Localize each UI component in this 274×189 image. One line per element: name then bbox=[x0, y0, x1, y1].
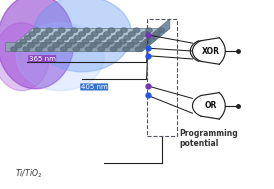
Circle shape bbox=[78, 43, 84, 48]
Text: Ti/TiO$_2$: Ti/TiO$_2$ bbox=[15, 168, 42, 180]
Ellipse shape bbox=[16, 23, 104, 91]
Circle shape bbox=[28, 43, 34, 48]
Circle shape bbox=[62, 36, 68, 40]
Circle shape bbox=[85, 47, 92, 51]
Circle shape bbox=[57, 39, 64, 44]
Circle shape bbox=[40, 43, 47, 48]
Circle shape bbox=[49, 36, 56, 40]
Circle shape bbox=[121, 28, 127, 33]
Circle shape bbox=[141, 32, 148, 36]
Circle shape bbox=[48, 47, 55, 51]
Circle shape bbox=[129, 32, 135, 36]
Circle shape bbox=[144, 39, 151, 44]
Text: OR: OR bbox=[205, 101, 217, 110]
Circle shape bbox=[140, 43, 146, 48]
Circle shape bbox=[66, 32, 73, 36]
Circle shape bbox=[158, 28, 165, 33]
Circle shape bbox=[107, 39, 114, 44]
Circle shape bbox=[132, 39, 138, 44]
Circle shape bbox=[133, 28, 140, 33]
Circle shape bbox=[15, 43, 22, 48]
Circle shape bbox=[123, 47, 129, 51]
Circle shape bbox=[96, 28, 102, 33]
Circle shape bbox=[153, 32, 160, 36]
Circle shape bbox=[46, 28, 53, 33]
Circle shape bbox=[36, 47, 42, 51]
Circle shape bbox=[110, 47, 117, 51]
Circle shape bbox=[74, 36, 81, 40]
Circle shape bbox=[149, 36, 156, 40]
Circle shape bbox=[90, 43, 96, 48]
Text: 405 nm: 405 nm bbox=[81, 84, 108, 90]
Circle shape bbox=[83, 28, 90, 33]
Circle shape bbox=[91, 32, 98, 36]
Text: 365 nm: 365 nm bbox=[29, 56, 56, 62]
Circle shape bbox=[54, 32, 61, 36]
Circle shape bbox=[115, 43, 121, 48]
Polygon shape bbox=[142, 19, 170, 51]
Circle shape bbox=[108, 28, 115, 33]
Circle shape bbox=[145, 28, 152, 33]
Polygon shape bbox=[5, 28, 170, 51]
Circle shape bbox=[71, 28, 78, 33]
Circle shape bbox=[99, 36, 106, 40]
Ellipse shape bbox=[0, 23, 49, 91]
Circle shape bbox=[53, 43, 59, 48]
Circle shape bbox=[11, 47, 17, 51]
Circle shape bbox=[127, 43, 134, 48]
Circle shape bbox=[33, 28, 40, 33]
Circle shape bbox=[41, 32, 48, 36]
Circle shape bbox=[79, 32, 85, 36]
Polygon shape bbox=[5, 42, 142, 51]
Circle shape bbox=[61, 47, 67, 51]
Circle shape bbox=[45, 39, 51, 44]
Circle shape bbox=[37, 36, 44, 40]
Text: Programming
potential: Programming potential bbox=[179, 129, 238, 148]
Circle shape bbox=[124, 36, 131, 40]
Circle shape bbox=[32, 39, 39, 44]
Ellipse shape bbox=[0, 0, 74, 89]
Ellipse shape bbox=[33, 0, 132, 72]
Circle shape bbox=[23, 47, 30, 51]
Circle shape bbox=[70, 39, 76, 44]
Circle shape bbox=[119, 39, 126, 44]
Circle shape bbox=[65, 43, 72, 48]
Bar bbox=[147, 19, 177, 136]
Circle shape bbox=[95, 39, 101, 44]
Circle shape bbox=[20, 39, 26, 44]
Circle shape bbox=[87, 36, 93, 40]
Circle shape bbox=[104, 32, 110, 36]
Circle shape bbox=[98, 47, 104, 51]
Circle shape bbox=[24, 36, 31, 40]
Circle shape bbox=[136, 36, 143, 40]
Circle shape bbox=[82, 39, 89, 44]
Circle shape bbox=[102, 43, 109, 48]
Text: XOR: XOR bbox=[202, 46, 220, 56]
Circle shape bbox=[58, 28, 65, 33]
Circle shape bbox=[29, 32, 36, 36]
Circle shape bbox=[135, 47, 142, 51]
Circle shape bbox=[73, 47, 79, 51]
Circle shape bbox=[116, 32, 123, 36]
Circle shape bbox=[112, 36, 118, 40]
